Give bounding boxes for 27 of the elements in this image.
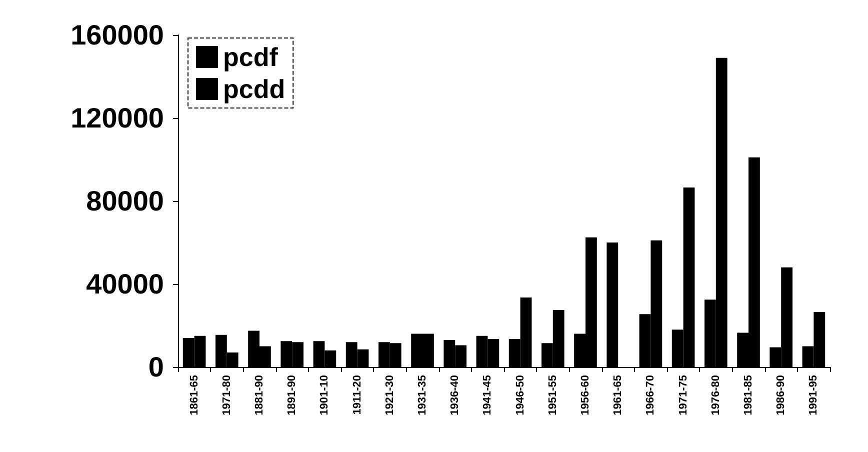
legend-label: pcdd — [223, 74, 286, 104]
x-tick-label: 1911-20 — [351, 375, 364, 415]
x-tick-label: 1956-60 — [580, 375, 592, 416]
legend-label: pcdf — [223, 42, 278, 72]
x-tick-label: 1861-65 — [188, 375, 200, 416]
y-tick-label: 160000 — [70, 20, 164, 50]
x-tick-label: 1941-45 — [482, 375, 494, 416]
x-tick-label: 1881-90 — [254, 375, 266, 416]
x-tick-label: 1891-90 — [286, 375, 298, 416]
x-tick-label: 1931-35 — [416, 375, 428, 416]
x-tick-label: 1921-30 — [384, 375, 396, 416]
x-tick-label: 1936-40 — [449, 375, 462, 416]
x-tick-label: 1991-95 — [808, 375, 820, 416]
x-tick-label: 1946-50 — [514, 375, 526, 416]
y-tick-label: 80000 — [86, 186, 164, 216]
y-tick-label: 0 — [148, 352, 164, 382]
x-tick-label: 1966-70 — [644, 375, 657, 416]
x-tick-label: 1986-90 — [775, 375, 788, 416]
x-tick-label: 1901-10 — [318, 375, 331, 416]
y-tick-label: 40000 — [86, 268, 164, 300]
x-tick-label: 1971-75 — [677, 375, 690, 416]
x-tick-label: 1971-80 — [220, 375, 233, 416]
y-tick-label: 120000 — [70, 102, 164, 134]
x-tick-label: 1981-85 — [742, 375, 754, 416]
x-tick-label: 1961-65 — [612, 375, 624, 416]
x-tick-label: 1976-80 — [710, 375, 722, 416]
x-tick-label: 1951-55 — [546, 375, 559, 416]
